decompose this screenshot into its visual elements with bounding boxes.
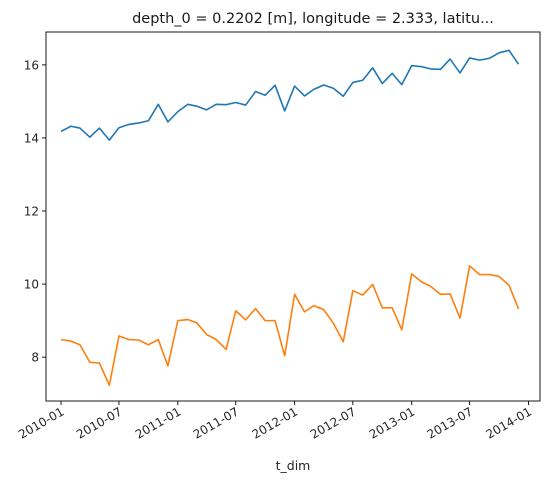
y-tick: 14	[24, 131, 46, 145]
x-axis-label: t_dim	[276, 458, 311, 473]
plot-area	[60, 49, 520, 387]
chart-title: depth_0 = 0.2202 [m], longitude = 2.333,…	[132, 11, 494, 27]
series-1-line	[60, 49, 520, 141]
y-axis: 8 10 12 14 16	[24, 58, 46, 365]
y-tick-label: 8	[31, 351, 39, 365]
y-tick: 8	[31, 351, 46, 365]
y-tick: 10	[24, 278, 46, 292]
y-tick-label: 14	[24, 131, 39, 145]
y-tick-label: 10	[24, 278, 39, 292]
y-tick: 16	[24, 58, 46, 72]
axes-frame	[45, 31, 541, 402]
y-tick: 12	[24, 205, 46, 219]
y-tick-label: 12	[24, 205, 39, 219]
y-tick-label: 16	[24, 58, 39, 72]
series-2-line	[60, 265, 520, 387]
